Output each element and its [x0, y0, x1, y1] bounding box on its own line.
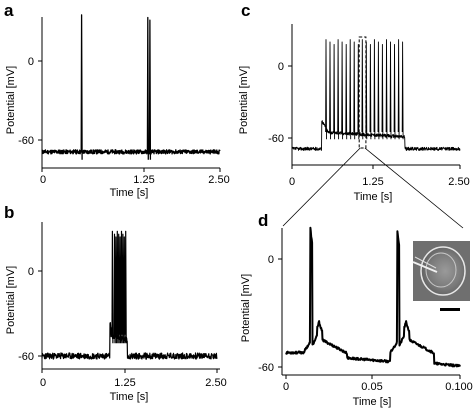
x-tick-label-a-0: 0: [40, 174, 46, 186]
cell-nucleus: [425, 252, 457, 288]
x-axis-label-d: Time [s]: [353, 396, 392, 408]
y-tick-label-a-60: -60: [18, 135, 34, 147]
neuron-micrograph: [412, 241, 470, 311]
patch-pipette-edge: [414, 256, 437, 269]
y-tick-label-a-0: 0: [28, 56, 34, 68]
y-axis-label-d: Potential [mV]: [240, 274, 252, 342]
y-axis-label-c: Potential [mV]: [238, 66, 250, 134]
voltage-trace-b: [41, 230, 218, 360]
panel-a: a 0 -60 0 1.25 2.50 Time [s] Potential […: [4, 1, 230, 199]
patch-pipette: [412, 261, 438, 273]
y-axis-label-b: Potential [mV]: [5, 266, 17, 334]
x-tick-label-c-1: 1.25: [362, 176, 383, 188]
x-tick-label-c-0: 0: [289, 176, 295, 188]
y-tick-label-d-0: 0: [268, 254, 274, 266]
y-tick-label-b-0: 0: [28, 266, 34, 278]
x-tick-label-b-1: 1.25: [114, 377, 135, 389]
zoom-connector-right: [364, 147, 464, 229]
x-tick-label-d-2: 0.100: [445, 381, 473, 393]
y-tick-label-c-60: -60: [268, 133, 284, 145]
panel-label-a: a: [4, 1, 14, 20]
y-tick-label-c-0: 0: [278, 61, 284, 73]
x-tick-label-a-1: 1.25: [133, 174, 154, 186]
panel-b: b 0 -60 0 1.25 2.50 Time [s] Potential […: [4, 203, 227, 403]
y-axis-label-a: Potential [mV]: [5, 66, 17, 134]
voltage-trace-a: [41, 14, 221, 160]
zoom-connector-left: [282, 147, 361, 227]
cell-body: [420, 246, 466, 296]
panel-c: c 0 -60 0 1.25 2.50 Time [s] Potential […: [238, 1, 470, 203]
scale-bar: [440, 308, 460, 311]
panel-d: d 0 -60 0 0.05 0.100 Time [s] Potential …: [240, 211, 473, 408]
panel-label-d: d: [258, 211, 268, 230]
panel-label-b: b: [4, 203, 14, 222]
y-tick-label-d-60: -60: [258, 362, 274, 374]
x-tick-label-d-1: 0.05: [361, 381, 382, 393]
x-tick-label-a-2: 2.50: [208, 174, 229, 186]
x-tick-label-c-2: 2.50: [448, 176, 469, 188]
x-tick-label-b-0: 0: [40, 377, 46, 389]
y-tick-label-b-60: -60: [18, 351, 34, 363]
x-axis-label-c: Time [s]: [354, 191, 393, 203]
x-tick-label-b-2: 2.50: [205, 377, 226, 389]
x-tick-label-d-0: 0: [283, 381, 289, 393]
voltage-trace-c: [291, 39, 461, 151]
x-axis-label-b: Time [s]: [110, 391, 149, 403]
zoom-box: [358, 36, 367, 149]
x-axis-label-a: Time [s]: [110, 187, 149, 199]
voltage-trace-d: [285, 226, 461, 368]
panel-label-c: c: [241, 1, 250, 20]
